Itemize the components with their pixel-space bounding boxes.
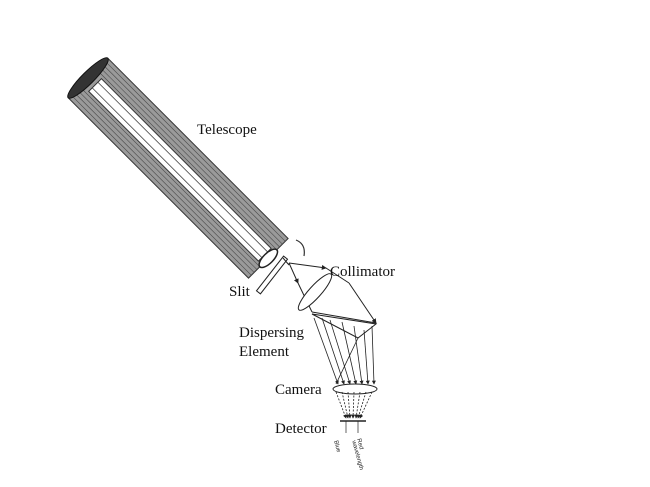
telescope-tube [67, 57, 289, 279]
slit-label: Slit [229, 284, 250, 300]
camera-rays [335, 391, 373, 419]
dispersing-element-label-line1: Dispersing [239, 325, 304, 341]
fold-mirror [295, 239, 305, 257]
dispersing-element-label-line2: Element [239, 344, 289, 360]
camera-lens [332, 383, 378, 395]
detector-label: Detector [275, 421, 327, 437]
collimator-rays [288, 262, 377, 324]
telescope-label: Telescope [197, 122, 257, 138]
dispersing-element [311, 313, 378, 339]
camera-label: Camera [275, 382, 322, 398]
collimator-label: Collimator [330, 264, 395, 280]
collimator-lens [297, 273, 333, 311]
dispersed-rays [313, 317, 376, 385]
slit-shape [255, 255, 289, 295]
